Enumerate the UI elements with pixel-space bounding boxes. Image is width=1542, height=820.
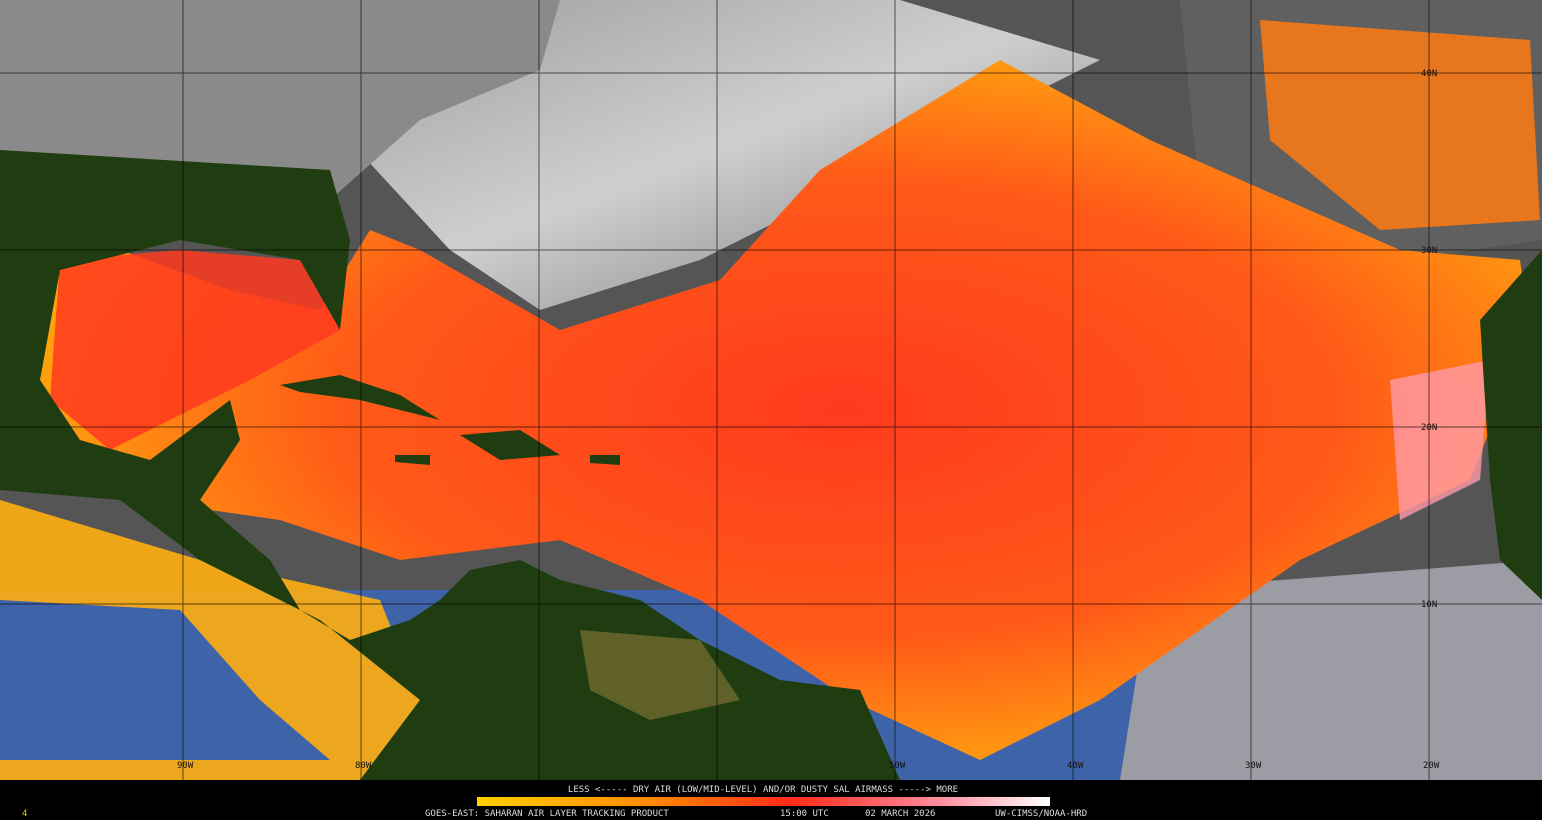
- latitude-label: 40N: [1421, 69, 1437, 79]
- cuba: [280, 375, 440, 420]
- color-bar: [477, 797, 1050, 806]
- legend: LESS <----- DRY AIR (LOW/MID-LEVEL) AND/…: [0, 780, 1542, 820]
- product-name: GOES-EAST: SAHARAN AIR LAYER TRACKING PR…: [425, 809, 669, 819]
- longitude-label: 80W: [355, 761, 372, 771]
- latitude-label: 30N: [1421, 246, 1437, 256]
- longitude-label: 50W: [889, 761, 906, 771]
- clouds: [1120, 560, 1542, 780]
- time: 15:00 UTC: [780, 809, 829, 819]
- dense-dust: [1390, 360, 1490, 520]
- credit: UW-CIMSS/NOAA-HRD: [995, 809, 1087, 819]
- latitude-label: 20N: [1421, 423, 1437, 433]
- puerto-rico: [590, 455, 620, 465]
- hispaniola: [460, 430, 560, 460]
- ocean: [0, 600, 330, 760]
- longitude-label: 30W: [1245, 761, 1262, 771]
- saharan-air-layer: [0, 60, 1530, 760]
- africa: [1480, 250, 1542, 600]
- highlands: [580, 630, 740, 720]
- date: 02 MARCH 2026: [865, 809, 935, 819]
- graticule: [0, 0, 1542, 780]
- continent: [0, 150, 900, 780]
- legend-text: LESS <----- DRY AIR (LOW/MID-LEVEL) AND/…: [568, 785, 958, 795]
- dry-air: [50, 250, 340, 450]
- clouds: [0, 0, 560, 200]
- longitude-label: 90W: [177, 761, 194, 771]
- longitude-label: 20W: [1423, 761, 1440, 771]
- frame-number: 4: [22, 809, 27, 819]
- latitude-label: 10N: [1421, 600, 1437, 610]
- longitude-label: 40W: [1067, 761, 1084, 771]
- jamaica: [395, 455, 430, 465]
- graticule-labels: 90W 80W 50W 40W 30W 20W 40N 30N 20N 10N: [177, 69, 1440, 771]
- map: 90W 80W 50W 40W 30W 20W 40N 30N 20N 10N: [0, 0, 1542, 780]
- land: [0, 150, 1542, 780]
